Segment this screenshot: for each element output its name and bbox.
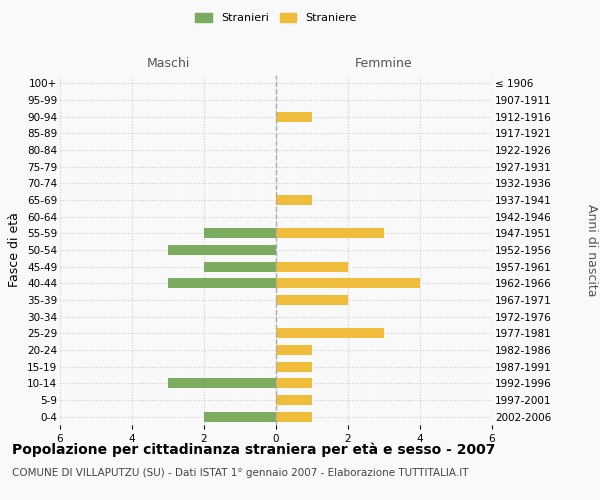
Bar bbox=[204, 412, 276, 422]
Y-axis label: Fasce di età: Fasce di età bbox=[8, 212, 22, 288]
Bar bbox=[276, 195, 312, 205]
Bar bbox=[204, 228, 276, 238]
Bar bbox=[276, 295, 348, 305]
Text: COMUNE DI VILLAPUTZU (SU) - Dati ISTAT 1° gennaio 2007 - Elaborazione TUTTITALIA: COMUNE DI VILLAPUTZU (SU) - Dati ISTAT 1… bbox=[12, 468, 469, 477]
Text: Maschi: Maschi bbox=[146, 57, 190, 70]
Bar bbox=[276, 112, 312, 122]
Bar bbox=[168, 278, 276, 288]
Bar bbox=[276, 262, 348, 272]
Legend: Stranieri, Straniere: Stranieri, Straniere bbox=[191, 8, 361, 28]
Bar bbox=[276, 328, 384, 338]
Bar bbox=[276, 362, 312, 372]
Bar bbox=[276, 278, 420, 288]
Bar bbox=[168, 378, 276, 388]
Bar bbox=[276, 345, 312, 355]
Text: Anni di nascita: Anni di nascita bbox=[584, 204, 598, 296]
Bar bbox=[276, 228, 384, 238]
Text: Popolazione per cittadinanza straniera per età e sesso - 2007: Popolazione per cittadinanza straniera p… bbox=[12, 442, 496, 457]
Bar bbox=[276, 395, 312, 405]
Text: Femmine: Femmine bbox=[355, 57, 413, 70]
Bar bbox=[204, 262, 276, 272]
Bar bbox=[276, 378, 312, 388]
Bar bbox=[276, 412, 312, 422]
Bar bbox=[168, 245, 276, 255]
